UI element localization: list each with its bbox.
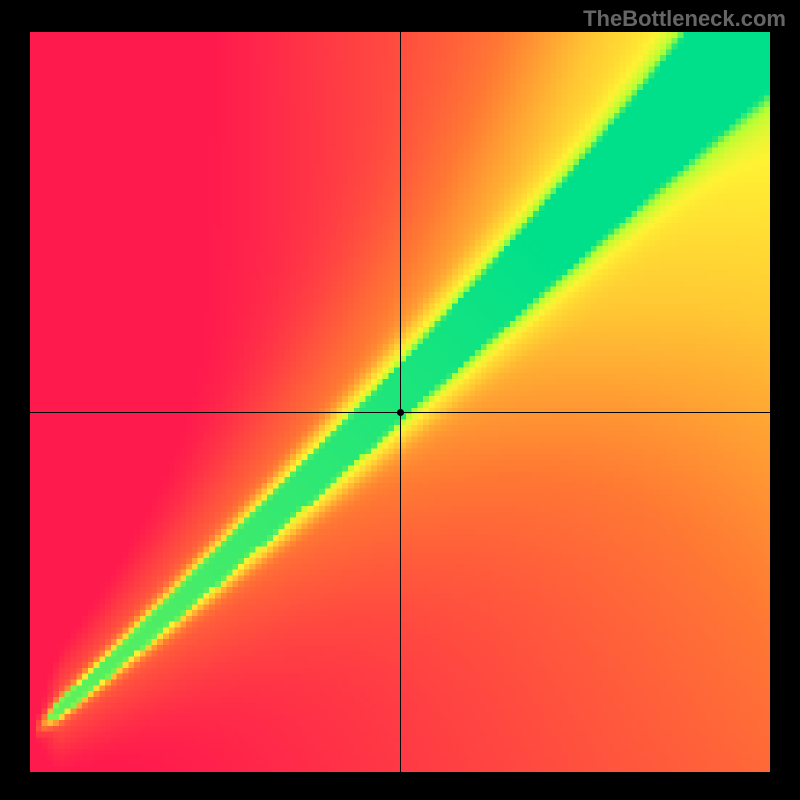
crosshair-vertical (400, 32, 401, 772)
heatmap-frame (30, 32, 770, 772)
chart-container: TheBottleneck.com (0, 0, 800, 800)
watermark: TheBottleneck.com (583, 6, 786, 32)
marker-dot (397, 409, 404, 416)
